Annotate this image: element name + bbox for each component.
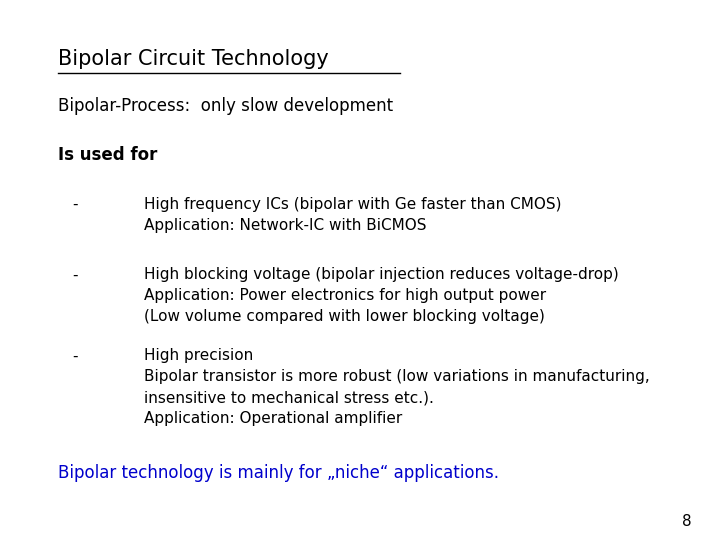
Text: Bipolar Circuit Technology: Bipolar Circuit Technology <box>58 49 328 69</box>
Text: Is used for: Is used for <box>58 146 157 164</box>
Text: High blocking voltage (bipolar injection reduces voltage-drop)
Application: Powe: High blocking voltage (bipolar injection… <box>144 267 618 325</box>
Text: -: - <box>72 267 78 282</box>
Text: Bipolar technology is mainly for „niche“ applications.: Bipolar technology is mainly for „niche“… <box>58 464 498 482</box>
Text: High frequency ICs (bipolar with Ge faster than CMOS)
Application: Network-IC wi: High frequency ICs (bipolar with Ge fast… <box>144 197 562 233</box>
Text: -: - <box>72 197 78 212</box>
Text: Bipolar-Process:  only slow development: Bipolar-Process: only slow development <box>58 97 392 115</box>
Text: -: - <box>72 348 78 363</box>
Text: High precision
Bipolar transistor is more robust (low variations in manufacturin: High precision Bipolar transistor is mor… <box>144 348 649 426</box>
Text: 8: 8 <box>682 514 691 529</box>
